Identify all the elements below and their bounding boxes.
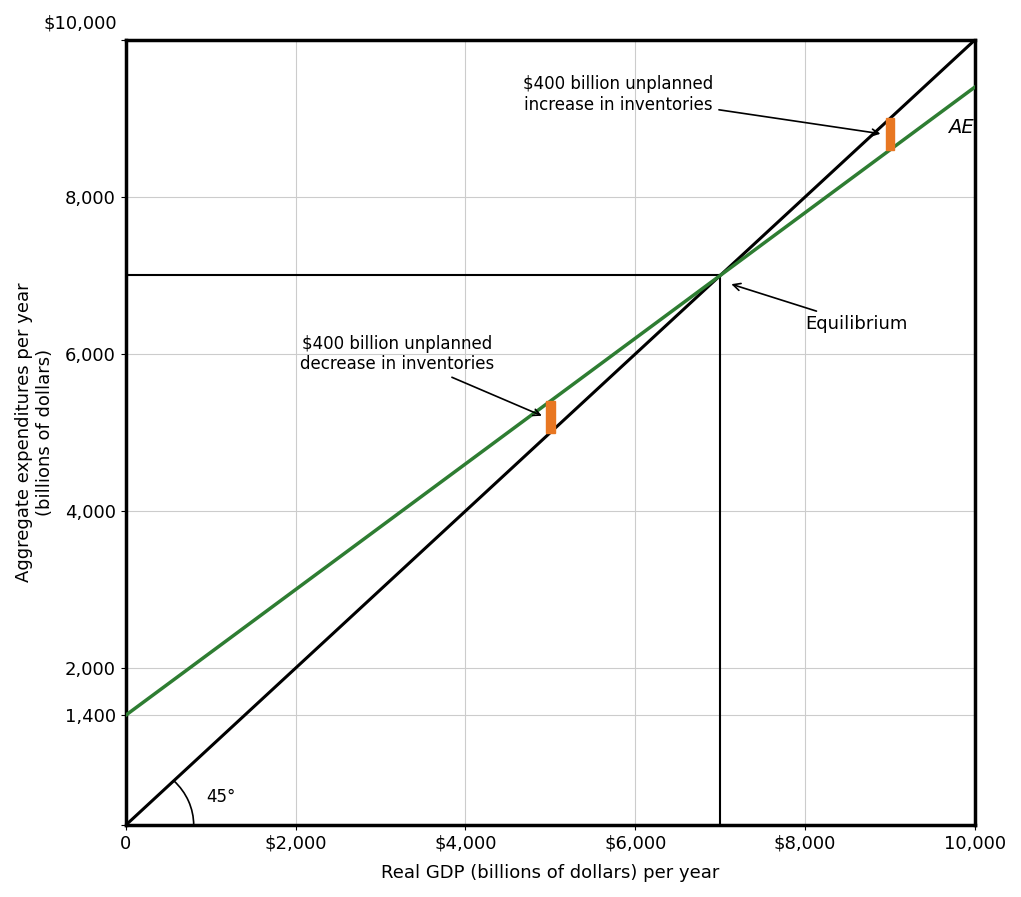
- Text: AE: AE: [947, 118, 973, 137]
- Y-axis label: Aggregate expenditures per year
(billions of dollars): Aggregate expenditures per year (billion…: [15, 283, 54, 582]
- Bar: [546, 401, 554, 432]
- Text: Equilibrium: Equilibrium: [733, 283, 908, 333]
- X-axis label: Real GDP (billions of dollars) per year: Real GDP (billions of dollars) per year: [381, 864, 720, 882]
- Text: $10,000: $10,000: [44, 14, 117, 32]
- Bar: [886, 118, 894, 150]
- Text: $400 billion unplanned
increase in inventories: $400 billion unplanned increase in inven…: [523, 75, 879, 135]
- Text: $400 billion unplanned
decrease in inventories: $400 billion unplanned decrease in inven…: [300, 335, 540, 415]
- Text: 45°: 45°: [206, 788, 236, 806]
